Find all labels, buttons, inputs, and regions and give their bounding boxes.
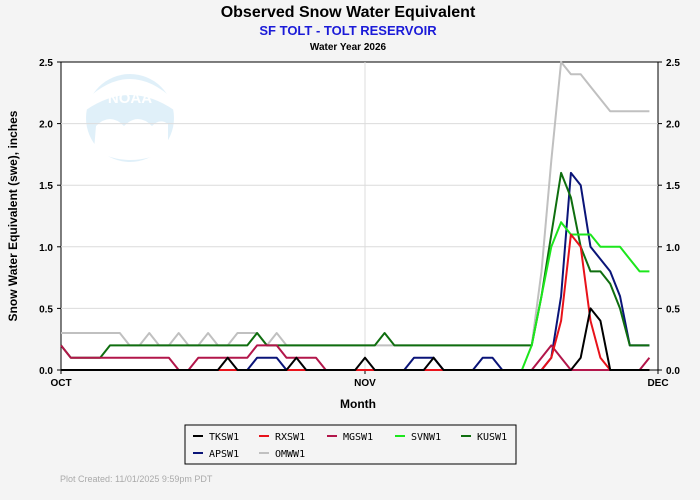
y-axis-label: Snow Water Equivalent (swe), inches [6,110,20,321]
y-tick-label: 1.0 [39,243,53,254]
x-axis: OCT NOV DEC [50,370,669,389]
series-line-kusw1 [60,171,650,359]
y-tick-label-right: 2.5 [666,58,680,69]
legend-label-mgsw1: MGSW1 [343,432,373,443]
legend-label-apsw1: APSW1 [209,449,239,460]
y-tick-label-right: 2.0 [666,120,680,131]
legend-box [184,424,517,465]
legend-label-kusw1: KUSW1 [477,432,507,443]
y-tick-label-right: 1.5 [666,181,680,192]
y-tick-label: 0.0 [39,366,53,377]
y-tick-label-right: 0.0 [666,366,680,377]
y-tick-label: 0.5 [39,304,53,315]
legend-label-omww1: OMWW1 [275,449,305,460]
y-tick-label-right: 1.0 [666,243,680,254]
x-tick-label: OCT [50,378,71,389]
series-lines [60,61,651,371]
chart-title: Observed Snow Water Equivalent [221,4,476,21]
series-line-tksw1 [61,307,650,371]
y-tick-label: 1.5 [39,181,53,192]
legend-label-tksw1: TKSW1 [209,432,239,443]
x-tick-label: NOV [354,378,376,389]
y-tick-label: 2.0 [39,120,53,131]
y-tick-label: 2.5 [39,58,53,69]
legend-label-rxsw1: RXSW1 [275,432,305,443]
y-tick-label-right: 0.5 [666,304,680,315]
y-axis-left: 0.0 0.5 1.0 1.5 2.0 2.5 [39,58,61,377]
x-axis-label: Month [340,397,376,411]
legend: TKSW1 RXSW1 MGSW1 SVNW1 KUSW1 APSW1 OMWW1 [193,432,507,460]
legend-label-svnw1: SVNW1 [411,432,441,443]
x-tick-label: DEC [647,378,668,389]
plot-created-footer: Plot Created: 11/01/2025 9:59pm PDT [60,474,213,484]
logo-text: NOAA [108,90,152,107]
chart-subtitle: SF TOLT - TOLT RESERVOIR [259,23,437,38]
noaa-logo: NOAA [86,74,174,162]
y-axis-right: 0.0 0.5 1.0 1.5 2.0 2.5 [658,58,680,377]
water-year: Water Year 2026 [310,42,387,53]
